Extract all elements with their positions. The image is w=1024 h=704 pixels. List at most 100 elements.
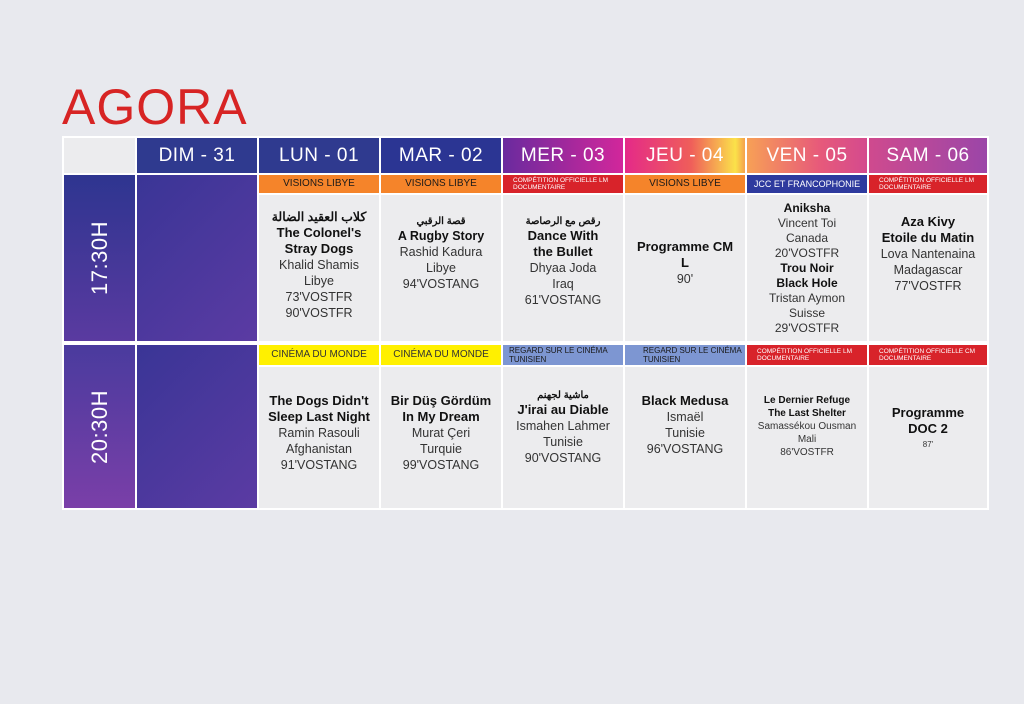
page-title: AGORA bbox=[62, 79, 248, 135]
film-country: Suisse bbox=[788, 305, 826, 320]
film-country: Libye bbox=[304, 274, 334, 288]
day-header-mar: MAR - 02 bbox=[381, 138, 501, 173]
film-director: Murat Çeri bbox=[411, 426, 471, 440]
film-director: Rashid Kadura bbox=[399, 245, 483, 259]
film-title: Black Hole bbox=[776, 275, 838, 290]
film-arabic-title: رقص مع الرصاصة bbox=[525, 216, 601, 227]
film-title: Programme bbox=[891, 405, 965, 420]
film-title: The Last Shelter bbox=[768, 408, 846, 419]
film-title: The Colonel's bbox=[276, 225, 362, 240]
day-header-sam: SAM - 06 bbox=[869, 138, 987, 173]
tag-mar-2: CINÉMA DU MONDE bbox=[381, 345, 501, 365]
film-title: Aniksha bbox=[783, 200, 831, 215]
dim-empty-slot-1 bbox=[137, 175, 257, 341]
day-header-lun: LUN - 01 bbox=[259, 138, 379, 173]
film-country: Libye bbox=[426, 261, 456, 275]
film-country: Tunisie bbox=[665, 426, 705, 440]
film-duration: 87' bbox=[922, 440, 934, 449]
film-director: Dhyaa Joda bbox=[529, 261, 597, 275]
tag-ven-1: JCC ET FRANCOPHONIE bbox=[747, 175, 867, 193]
film-duration: 20'VOSTFR bbox=[774, 245, 840, 260]
tag-lun-2: CINÉMA DU MONDE bbox=[259, 345, 379, 365]
film-title: Programme CM bbox=[636, 239, 734, 254]
tag-mer-1: COMPÉTITION OFFICIELLE LM DOCUMENTAIRE bbox=[503, 175, 623, 193]
film-mar-1730: قصة الرقبي A Rugby Story Rashid Kadura L… bbox=[381, 195, 501, 341]
film-duration: 91'VOSTANG bbox=[280, 458, 358, 472]
film-title: The Dogs Didn't bbox=[269, 393, 369, 408]
film-title: Le Dernier Refuge bbox=[763, 395, 851, 406]
film-duration: 90' bbox=[676, 272, 694, 286]
film-title: Bir Düş Gördüm bbox=[390, 393, 492, 408]
film-duration: 86'VOSTFR bbox=[780, 447, 834, 458]
film-title: Sleep Last Night bbox=[268, 409, 370, 424]
film-director: Samassékou Ousman bbox=[757, 421, 857, 432]
film-mar-2030: Bir Düş Gördüm In My Dream Murat Çeri Tu… bbox=[381, 367, 501, 508]
film-ven-1730: Aniksha Vincent Toi Canada 20'VOSTFR Tro… bbox=[747, 195, 867, 341]
film-title: A Rugby Story bbox=[397, 229, 485, 243]
film-director: Ramin Rasouli bbox=[278, 426, 360, 440]
corner-cell bbox=[64, 138, 135, 173]
film-jeu-1730: Programme CM L 90' bbox=[625, 195, 745, 341]
film-arabic-title: كلاب العقيد الضالة bbox=[271, 210, 367, 224]
film-country: Mali bbox=[797, 434, 817, 445]
film-title: Aza Kivy bbox=[900, 214, 956, 229]
film-director: Vincent Toi bbox=[777, 215, 837, 230]
film-lun-1730: كلاب العقيد الضالة The Colonel's Stray D… bbox=[259, 195, 379, 341]
film-sam-2030: Programme DOC 2 87' bbox=[869, 367, 987, 508]
film-title: Stray Dogs bbox=[284, 241, 354, 256]
film-duration: 77'VOSTFR bbox=[894, 279, 962, 293]
film-jeu-2030: Black Medusa Ismaël Tunisie 96'VOSTANG bbox=[625, 367, 745, 508]
film-title: Dance With bbox=[527, 228, 599, 243]
tag-ven-2: COMPÉTITION OFFICIELLE LM DOCUMENTAIRE bbox=[747, 345, 867, 365]
film-country: Afghanistan bbox=[285, 442, 353, 456]
film-arabic-title: ماشية لجهنم bbox=[537, 390, 589, 401]
film-title: DOC 2 bbox=[908, 421, 948, 436]
film-director: Lova Nantenaina bbox=[880, 247, 976, 261]
day-header-dim: DIM - 31 bbox=[137, 138, 257, 173]
film-director: Khalid Shamis bbox=[279, 258, 359, 272]
time-label-2030: 20:30H bbox=[64, 345, 135, 508]
film-duration: 90'VOSTANG bbox=[524, 451, 602, 465]
film-duration: 96'VOSTANG bbox=[646, 442, 724, 456]
schedule-grid: DIM - 31 LUN - 01 MAR - 02 MER - 03 JEU … bbox=[62, 136, 989, 510]
film-title: J'irai au Diable bbox=[517, 402, 609, 417]
film-director: Ismaël bbox=[666, 410, 704, 424]
film-arabic-title: قصة الرقبي bbox=[416, 216, 466, 227]
film-sam-1730: Aza Kivy Etoile du Matin Lova Nantenaina… bbox=[869, 195, 987, 341]
film-director: Ismahen Lahmer bbox=[516, 419, 610, 433]
film-title: In My Dream bbox=[402, 409, 480, 424]
film-title: the Bullet bbox=[533, 244, 593, 259]
film-title: Black Medusa bbox=[641, 393, 729, 408]
film-country: Tunisie bbox=[543, 435, 583, 449]
film-duration: 94'VOSTANG bbox=[402, 277, 480, 291]
day-header-mer: MER - 03 bbox=[503, 138, 623, 173]
film-duration: 73'VOSTFR bbox=[285, 290, 353, 304]
film-duration: 99'VOSTANG bbox=[402, 458, 480, 472]
tag-sam-2: COMPÉTITION OFFICIELLE CM DOCUMENTAIRE bbox=[869, 345, 987, 365]
film-duration: 29'VOSTFR bbox=[774, 320, 840, 335]
dim-empty-slot-2 bbox=[137, 345, 257, 508]
film-country: Canada bbox=[785, 230, 829, 245]
film-mer-2030: ماشية لجهنم J'irai au Diable Ismahen Lah… bbox=[503, 367, 623, 508]
tag-lun-1: VISIONS LIBYE bbox=[259, 175, 379, 193]
film-country: Iraq bbox=[552, 277, 574, 291]
tag-sam-1: COMPÉTITION OFFICIELLE LM DOCUMENTAIRE bbox=[869, 175, 987, 193]
film-country: Turquie bbox=[420, 442, 462, 456]
tag-jeu-2: REGARD SUR LE CINÉMA TUNISIEN bbox=[625, 345, 745, 365]
film-duration: 61'VOSTANG bbox=[524, 293, 602, 307]
film-title: L bbox=[681, 255, 689, 270]
time-label-1730: 17:30H bbox=[64, 175, 135, 341]
film-mer-1730: رقص مع الرصاصة Dance With the Bullet Dhy… bbox=[503, 195, 623, 341]
film-lun-2030: The Dogs Didn't Sleep Last Night Ramin R… bbox=[259, 367, 379, 508]
film-title: Trou Noir bbox=[780, 260, 834, 275]
film-director: Tristan Aymon bbox=[768, 290, 846, 305]
film-duration: 90'VOSTFR bbox=[285, 306, 353, 320]
film-title: Etoile du Matin bbox=[881, 230, 975, 245]
day-header-jeu: JEU - 04 bbox=[625, 138, 745, 173]
tag-mer-2: REGARD SUR LE CINÉMA TUNISIEN bbox=[503, 345, 623, 365]
day-header-ven: VEN - 05 bbox=[747, 138, 867, 173]
tag-jeu-1: VISIONS LIBYE bbox=[625, 175, 745, 193]
tag-mar-1: VISIONS LIBYE bbox=[381, 175, 501, 193]
film-ven-2030: Le Dernier Refuge The Last Shelter Samas… bbox=[747, 367, 867, 508]
film-country: Madagascar bbox=[893, 263, 963, 277]
